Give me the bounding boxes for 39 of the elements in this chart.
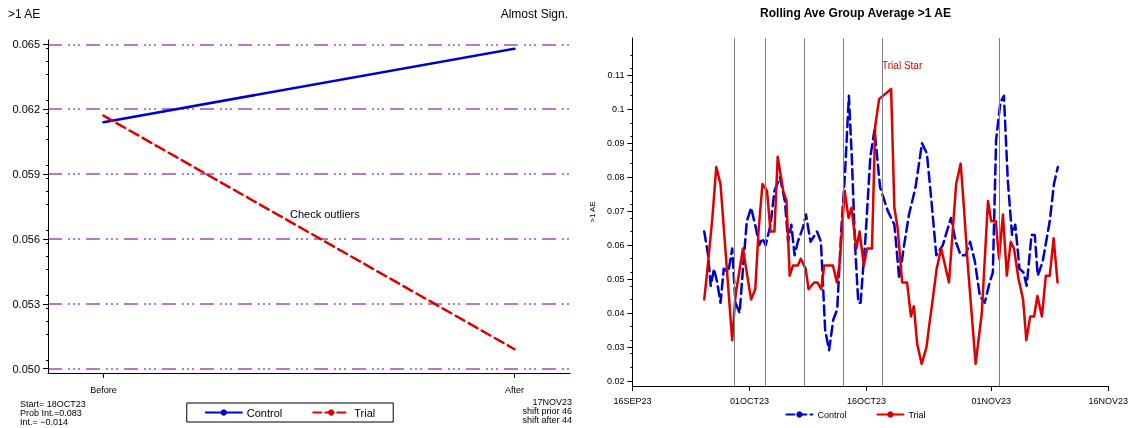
text: shift prior 46 xyxy=(522,405,573,416)
y-tick-label: 0.11 xyxy=(607,70,625,81)
text: Almost Sign. xyxy=(500,7,568,21)
x-tick-label: After xyxy=(505,384,525,395)
y-tick-label: 0.1 xyxy=(611,104,625,115)
x-tick-label: 01NOV23 xyxy=(971,395,1011,406)
chart-title: Rolling Ave Group Average >1 AE xyxy=(760,6,951,20)
annotation: Trial Star xyxy=(882,59,923,71)
x-tick-label: 16NOV23 xyxy=(1088,395,1128,406)
text: shift after 44 xyxy=(522,414,572,425)
y-axis-title: >1 AE xyxy=(587,201,597,223)
y-tick-label: 0.08 xyxy=(606,172,625,183)
annotation: Check outliers xyxy=(290,207,361,220)
x-tick-label: 16OCT23 xyxy=(846,395,886,406)
text: Start= 18OCT23 xyxy=(20,398,86,409)
y-tick-label: 0.02 xyxy=(606,375,625,386)
x-tick-label: 01OCT23 xyxy=(729,395,769,406)
text: Int.= −0.014 xyxy=(20,416,69,427)
legend-label: Trial xyxy=(908,409,926,420)
y-tick-label: 0.056 xyxy=(12,232,40,245)
y-tick-label: 0.03 xyxy=(606,341,625,352)
x-tick-label: Before xyxy=(90,384,117,395)
text: Prob Int.=0.083 xyxy=(20,407,82,418)
y-tick-label: 0.07 xyxy=(606,206,625,217)
y-axis-title: >1 AE xyxy=(8,7,41,21)
y-tick-label: 0.062 xyxy=(12,103,40,116)
y-tick-label: 0.09 xyxy=(606,138,625,149)
y-tick-label: 0.059 xyxy=(12,168,40,181)
y-tick-label: 0.05 xyxy=(606,274,625,285)
x-tick-label: 16SEP23 xyxy=(613,395,652,406)
y-tick-label: 0.06 xyxy=(606,240,625,251)
legend-label: Trial xyxy=(354,406,376,419)
y-tick-label: 0.04 xyxy=(606,308,625,318)
y-tick-label: 0.050 xyxy=(12,362,40,375)
legend-label: Control xyxy=(246,406,283,419)
text: 17NOV23 xyxy=(532,396,573,407)
y-tick-label: 0.065 xyxy=(12,38,40,51)
y-tick-label: 0.053 xyxy=(12,297,40,310)
legend-label: Control xyxy=(817,409,847,420)
